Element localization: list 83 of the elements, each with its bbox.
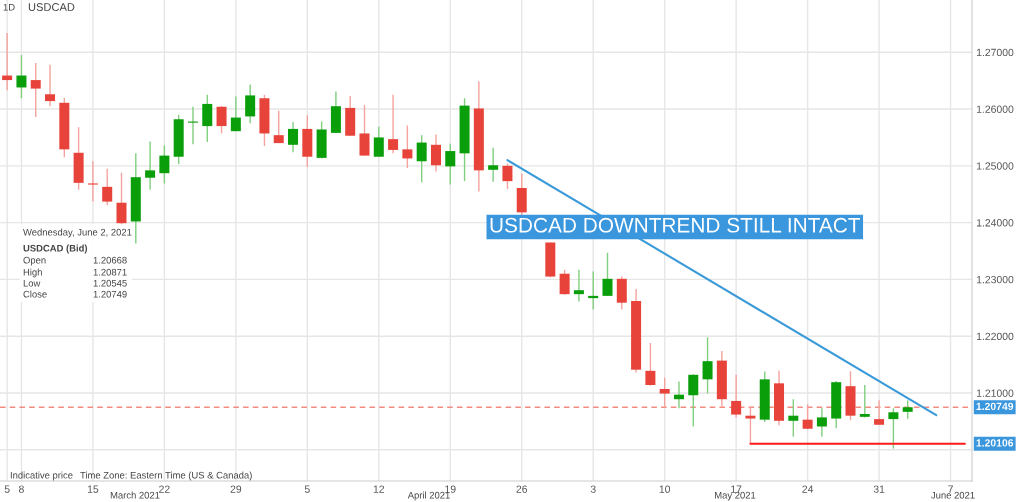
candlestick bbox=[373, 125, 384, 158]
candlestick bbox=[731, 374, 742, 419]
candlestick bbox=[202, 94, 213, 143]
x-tick-label: 10 bbox=[659, 485, 671, 493]
x-tick-label: 29 bbox=[230, 485, 242, 493]
candlestick bbox=[745, 405, 756, 445]
candlestick bbox=[87, 160, 98, 203]
candlestick bbox=[216, 105, 227, 135]
candlestick bbox=[245, 83, 256, 124]
x-tick-label: 24 bbox=[802, 485, 814, 493]
x-tick-label: 26 bbox=[516, 485, 528, 493]
annotation: 1.20871 bbox=[93, 268, 127, 276]
candlestick bbox=[659, 376, 670, 409]
text: April 2021 bbox=[407, 491, 450, 501]
annotation: 1.20106 bbox=[976, 439, 1014, 447]
candlestick bbox=[388, 94, 399, 155]
candlestick bbox=[116, 171, 127, 227]
x-tick-label: 12 bbox=[373, 485, 385, 493]
candlestick bbox=[688, 373, 699, 428]
text: March 2021 bbox=[110, 491, 160, 499]
chart-title: USDCAD bbox=[28, 3, 75, 11]
candlestick bbox=[859, 384, 870, 419]
candlestick bbox=[230, 95, 241, 132]
x-tick-label: 15 bbox=[87, 485, 99, 493]
candlestick bbox=[602, 252, 613, 297]
annotation: 1D bbox=[3, 3, 15, 11]
text: June 2021 bbox=[931, 491, 975, 499]
candlestick bbox=[488, 146, 499, 183]
annotation: Low bbox=[23, 279, 41, 287]
x-tick-label: 22 bbox=[159, 485, 170, 493]
candlestick bbox=[430, 133, 441, 173]
x-tick-label: 17 bbox=[731, 485, 742, 493]
candlestick bbox=[45, 64, 56, 107]
candlestick bbox=[645, 342, 656, 387]
x-tick-label: 31 bbox=[873, 485, 885, 493]
x-tick-label: 8 bbox=[19, 485, 24, 493]
candlestick bbox=[16, 54, 27, 99]
candlestick bbox=[502, 162, 513, 190]
candlestick bbox=[874, 399, 885, 426]
candlestick bbox=[145, 140, 156, 191]
candlestick bbox=[702, 336, 713, 395]
x-tick-label: 3 bbox=[590, 485, 596, 493]
y-tick-label: 1.25000 bbox=[976, 162, 1014, 170]
annotation: Indicative price bbox=[10, 471, 73, 481]
annotation: USDCAD (Bid) bbox=[23, 244, 88, 254]
candlestick bbox=[402, 124, 413, 169]
candlestick bbox=[30, 62, 41, 118]
annotation: 1.20545 bbox=[93, 279, 127, 287]
candlestick bbox=[788, 398, 799, 438]
x-tick-label: 19 bbox=[445, 485, 456, 493]
candlestick bbox=[888, 407, 899, 450]
annotation: Wednesday, June 2, 2021 bbox=[23, 228, 132, 238]
y-tick-label: 1.23000 bbox=[976, 275, 1014, 284]
annotation: USDCAD DOWNTREND STILL INTACT bbox=[490, 217, 861, 233]
candlestick bbox=[102, 167, 113, 206]
candlestick bbox=[616, 275, 627, 311]
ref-line-label: 1.20749 bbox=[976, 402, 1014, 411]
y-tick-label: 1.27000 bbox=[976, 48, 1014, 57]
candlestick bbox=[273, 110, 284, 144]
annotation: 1.20749 bbox=[93, 290, 127, 298]
x-tick-label: 5 bbox=[4, 485, 10, 493]
y-tick-label: 1.21000 bbox=[976, 389, 1014, 397]
annotation: 1.20668 bbox=[93, 256, 127, 264]
x-tick-label: 5 bbox=[304, 485, 310, 493]
candlestick bbox=[288, 121, 299, 153]
candlestick bbox=[159, 144, 170, 185]
annotation: Close bbox=[23, 290, 47, 298]
candlestick bbox=[359, 104, 370, 157]
candlestick bbox=[445, 142, 456, 186]
annotation: Open bbox=[23, 256, 46, 266]
candlestick bbox=[187, 106, 198, 145]
annotation: High bbox=[23, 268, 42, 278]
candlestick bbox=[559, 269, 570, 296]
y-tick-label: 1.22000 bbox=[976, 332, 1014, 341]
candlestick bbox=[416, 134, 427, 183]
candlestick bbox=[816, 407, 827, 438]
candlestick bbox=[573, 269, 584, 303]
y-tick-label: 1.26000 bbox=[976, 105, 1014, 113]
x-tick-label: 7 bbox=[948, 485, 953, 493]
y-tick-label: 1.24000 bbox=[976, 219, 1014, 227]
candlestick bbox=[802, 403, 813, 431]
candlestick bbox=[902, 399, 913, 420]
annotation: Time Zone: Eastern Time (US & Canada) bbox=[80, 471, 252, 481]
